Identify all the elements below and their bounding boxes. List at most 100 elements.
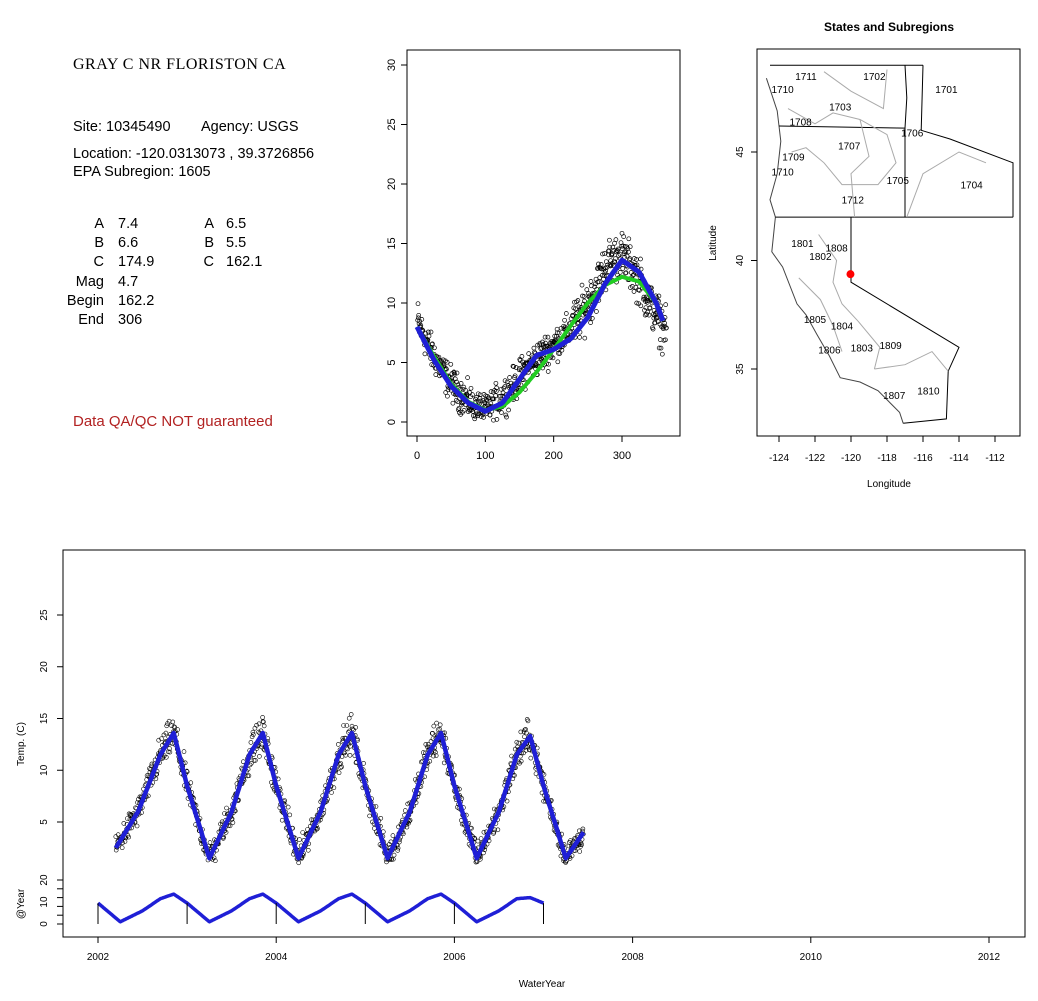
data-point: [481, 415, 486, 420]
data-point: [630, 273, 636, 278]
data-point: [250, 729, 256, 735]
data-point: [163, 730, 169, 736]
data-point: [230, 820, 236, 825]
region-label: 1810: [917, 387, 940, 398]
x-tick-label: 2004: [265, 952, 288, 963]
data-point: [542, 334, 548, 340]
data-point: [315, 826, 320, 831]
data-point: [638, 256, 643, 262]
data-point: [619, 246, 625, 252]
y-tick-label: 25: [39, 609, 50, 621]
data-point: [522, 734, 527, 740]
plot-frame: [62, 549, 1026, 938]
data-point: [662, 320, 668, 326]
data-point: [475, 838, 481, 844]
data-point: [511, 364, 517, 369]
data-point: [562, 317, 567, 323]
data-point: [423, 742, 429, 747]
data-point: [287, 812, 293, 818]
data-point: [164, 754, 169, 760]
data-point: [518, 758, 524, 764]
data-point: [607, 244, 613, 250]
data-point: [470, 392, 475, 397]
region-label: 1706: [901, 128, 924, 139]
data-point: [458, 381, 464, 386]
x-tick-label: 2010: [800, 952, 823, 963]
data-point: [415, 301, 421, 307]
data-point: [518, 382, 524, 388]
data-point: [584, 287, 590, 292]
data-point: [386, 842, 392, 847]
data-point: [589, 316, 595, 321]
data-point: [557, 351, 563, 356]
data-point: [248, 740, 254, 745]
data-point: [609, 252, 614, 257]
y-tick-label: 15: [386, 237, 398, 249]
data-point: [575, 298, 581, 303]
data-point: [477, 395, 483, 401]
data-point: [615, 248, 621, 254]
data-point: [626, 236, 632, 242]
data-point: [430, 341, 435, 347]
region-label: 1809: [879, 341, 902, 352]
data-point: [227, 823, 233, 829]
data-point: [555, 359, 561, 365]
param-value: 162.2: [118, 292, 155, 309]
data-point: [331, 785, 337, 791]
data-point: [395, 845, 401, 851]
data-point: [353, 725, 358, 730]
data-point: [418, 322, 424, 328]
data-point: [531, 345, 537, 351]
data-point: [472, 416, 478, 422]
region-label: 1711: [795, 72, 817, 83]
param-value: 162.1: [226, 254, 263, 271]
data-point: [646, 312, 652, 318]
data-point: [348, 712, 354, 717]
x-tick-label: -118: [877, 453, 897, 464]
data-point: [634, 300, 640, 306]
data-point: [285, 804, 291, 810]
data-point: [507, 375, 512, 380]
data-point: [579, 842, 585, 847]
data-point: [432, 345, 437, 351]
y-tick-label: 10: [386, 297, 398, 309]
region-label: 1803: [851, 343, 874, 354]
y-tick-label: 5: [386, 359, 398, 365]
data-point: [207, 840, 213, 845]
region-label: 1804: [831, 322, 854, 333]
data-point: [166, 749, 171, 755]
data-point: [188, 780, 194, 786]
coastline: [765, 78, 904, 424]
data-point: [338, 761, 344, 766]
y-tick-label: 15: [39, 713, 50, 725]
data-point: [526, 351, 532, 356]
subregion-boundary: [906, 151, 987, 218]
data-point: [658, 345, 664, 351]
y2-axis-label: @Year: [16, 888, 27, 919]
data-point: [419, 317, 425, 322]
data-point: [494, 417, 500, 422]
data-point: [498, 386, 504, 392]
data-point: [454, 370, 460, 376]
data-point: [251, 758, 257, 763]
data-point: [575, 321, 580, 326]
data-point: [525, 718, 531, 724]
param-label: Mag: [75, 273, 104, 290]
region-label: 1708: [789, 118, 812, 129]
data-point: [579, 282, 585, 288]
y-tick-label: 10: [39, 764, 50, 776]
data-point: [430, 730, 435, 736]
data-point: [588, 279, 594, 284]
data-point: [444, 366, 449, 372]
data-point: [388, 839, 394, 845]
param-value: 306: [118, 312, 143, 328]
data-point: [335, 742, 341, 747]
data-point: [340, 736, 346, 741]
data-point: [517, 358, 523, 363]
data-point: [149, 761, 155, 767]
data-point: [431, 723, 437, 729]
data-point: [454, 379, 459, 385]
data-point: [425, 741, 431, 747]
x-tick-label: -122: [805, 453, 825, 464]
param-label: B: [204, 235, 214, 252]
